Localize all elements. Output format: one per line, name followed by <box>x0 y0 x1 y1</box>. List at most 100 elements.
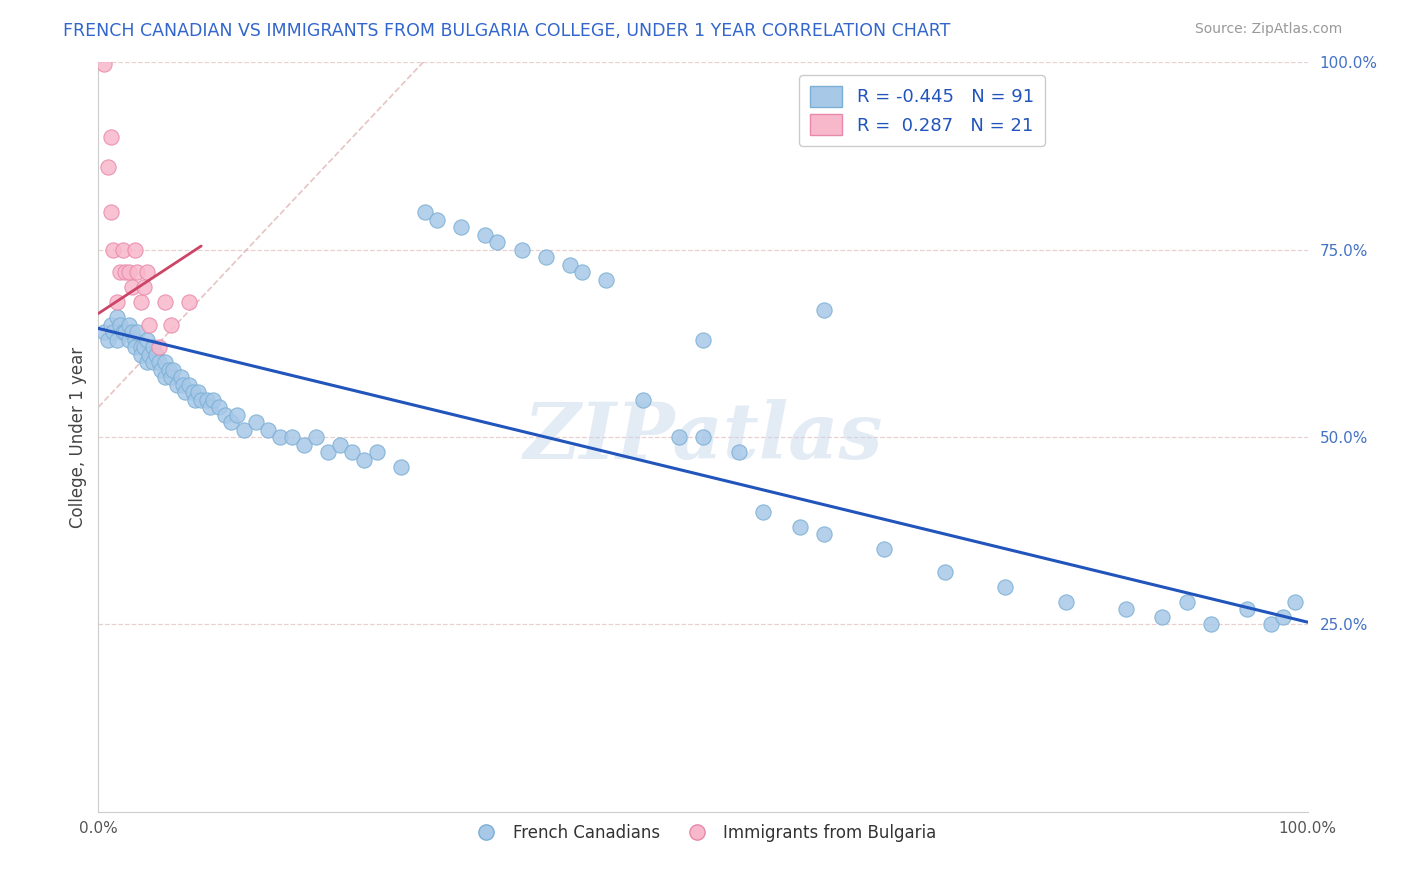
Point <box>160 370 183 384</box>
Point <box>134 280 156 294</box>
Point <box>166 377 188 392</box>
Point <box>105 295 128 310</box>
Point <box>389 460 412 475</box>
Point <box>121 325 143 339</box>
Point <box>169 370 191 384</box>
Point <box>100 205 122 219</box>
Point <box>111 243 134 257</box>
Point <box>934 565 956 579</box>
Point <box>190 392 212 407</box>
Y-axis label: College, Under 1 year: College, Under 1 year <box>69 346 87 528</box>
Point <box>316 445 339 459</box>
Point <box>150 362 173 376</box>
Point <box>93 57 115 71</box>
Point <box>127 325 149 339</box>
Point <box>187 385 209 400</box>
Point <box>135 333 157 347</box>
Point <box>413 205 436 219</box>
Point <box>595 273 617 287</box>
Point <box>153 355 176 369</box>
Point <box>100 130 122 145</box>
Point <box>1175 595 1198 609</box>
Point <box>142 340 165 354</box>
Point <box>752 505 775 519</box>
Point <box>124 243 146 257</box>
Point <box>121 280 143 294</box>
Point <box>1272 610 1295 624</box>
Point <box>108 318 131 332</box>
Point <box>534 250 557 264</box>
Point <box>153 370 176 384</box>
Point <box>558 258 581 272</box>
Point <box>162 362 184 376</box>
Point <box>1199 617 1222 632</box>
Point <box>129 295 152 310</box>
Point <box>108 265 131 279</box>
Point <box>93 325 115 339</box>
Point <box>202 392 225 407</box>
Point <box>118 333 141 347</box>
Point <box>226 408 249 422</box>
Point <box>179 377 201 392</box>
Point <box>631 392 654 407</box>
Point <box>179 295 201 310</box>
Text: FRENCH CANADIAN VS IMMIGRANTS FROM BULGARIA COLLEGE, UNDER 1 YEAR CORRELATION CH: FRENCH CANADIAN VS IMMIGRANTS FROM BULGA… <box>63 22 950 40</box>
Point <box>256 423 278 437</box>
Point <box>366 445 388 459</box>
Point <box>474 227 496 242</box>
Point <box>994 580 1017 594</box>
Point <box>97 333 120 347</box>
Point <box>184 392 207 407</box>
Point <box>148 355 170 369</box>
Point <box>728 445 751 459</box>
Point <box>105 333 128 347</box>
Point <box>142 355 165 369</box>
Point <box>134 340 156 354</box>
Point <box>153 295 176 310</box>
Point <box>174 385 197 400</box>
Point <box>101 325 124 339</box>
Point <box>114 265 136 279</box>
Point <box>214 408 236 422</box>
Point <box>281 430 304 444</box>
Point <box>1115 602 1137 616</box>
Point <box>129 340 152 354</box>
Point <box>1152 610 1174 624</box>
Point <box>1236 602 1258 616</box>
Point <box>269 430 291 444</box>
Point <box>127 265 149 279</box>
Point <box>353 452 375 467</box>
Point <box>789 520 811 534</box>
Text: Source: ZipAtlas.com: Source: ZipAtlas.com <box>1195 22 1343 37</box>
Point <box>1284 595 1306 609</box>
Point <box>1054 595 1077 609</box>
Point <box>510 243 533 257</box>
Point <box>118 265 141 279</box>
Point <box>157 362 180 376</box>
Point <box>135 265 157 279</box>
Point <box>195 392 218 407</box>
Point <box>138 318 160 332</box>
Point <box>329 437 352 451</box>
Point <box>148 340 170 354</box>
Point <box>172 377 194 392</box>
Point <box>181 385 204 400</box>
Point <box>305 430 328 444</box>
Point <box>124 333 146 347</box>
Point <box>101 243 124 257</box>
Point <box>813 527 835 541</box>
Point <box>198 400 221 414</box>
Text: ZIPatlas: ZIPatlas <box>523 399 883 475</box>
Point <box>245 415 267 429</box>
Point <box>129 348 152 362</box>
Point <box>160 318 183 332</box>
Point <box>221 415 243 429</box>
Point <box>571 265 593 279</box>
Point <box>692 333 714 347</box>
Point <box>813 302 835 317</box>
Point <box>114 325 136 339</box>
Point <box>486 235 509 250</box>
Point <box>100 318 122 332</box>
Point <box>118 318 141 332</box>
Point <box>1260 617 1282 632</box>
